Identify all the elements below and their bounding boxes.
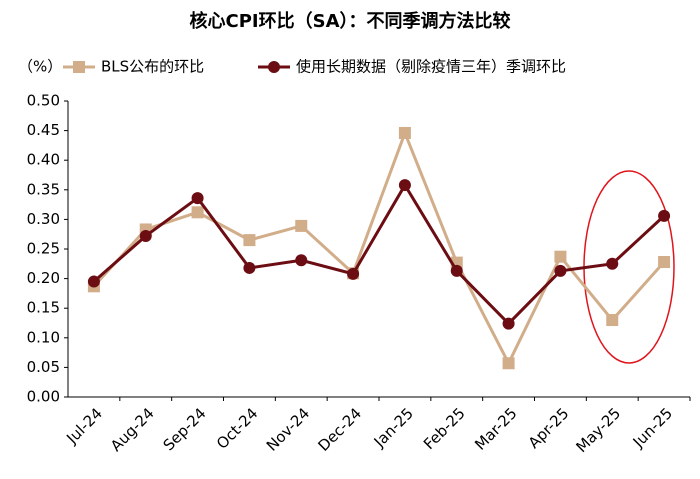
data-point [295, 219, 308, 232]
data-point [87, 275, 100, 288]
data-point [554, 250, 567, 263]
data-point [398, 126, 411, 139]
series-line [92, 128, 666, 367]
x-tick-label: Jun-25 [629, 404, 676, 451]
data-point [658, 256, 671, 269]
x-tick-label: Jul-24 [62, 404, 106, 448]
y-tick-label: 0.45 [27, 121, 60, 139]
data-point [398, 179, 411, 192]
y-unit-label: （%） [18, 58, 62, 76]
y-tick-label: 0.40 [27, 151, 60, 169]
y-tick-label: 0.35 [27, 180, 60, 198]
data-point [658, 209, 671, 222]
legend-marker [73, 61, 85, 73]
data-point [502, 357, 515, 370]
data-point [554, 264, 567, 277]
series-line [92, 182, 666, 326]
data-point [191, 206, 204, 219]
y-tick-label: 0.25 [27, 240, 60, 258]
data-point [450, 264, 463, 277]
data-point [347, 267, 360, 280]
y-tick-label: 0.00 [27, 388, 60, 406]
x-tick-label: Jan-25 [370, 404, 417, 451]
y-tick-label: 0.10 [27, 328, 60, 346]
y-tick-label: 0.20 [27, 269, 60, 287]
data-point [606, 314, 619, 327]
x-tick-label: Oct-24 [213, 404, 261, 452]
x-tick-label: Nov-24 [263, 404, 313, 454]
x-tick-label: May-25 [572, 404, 624, 456]
x-tick-label: Feb-25 [420, 404, 469, 453]
data-point [243, 261, 256, 274]
data-point [502, 317, 515, 330]
legend-label: 使用长期数据（剔除疫情三年）季调环比 [296, 58, 566, 76]
y-tick-label: 0.30 [27, 210, 60, 228]
legend-marker [268, 61, 280, 73]
chart-title: 核心CPI环比（SA）：不同季调方法比较 [190, 10, 511, 32]
y-tick-label: 0.15 [27, 299, 60, 317]
data-point [243, 234, 256, 247]
y-tick-label: 0.05 [27, 358, 60, 376]
x-tick-label: Dec-24 [315, 404, 366, 455]
x-tick-label: Aug-24 [107, 404, 158, 455]
data-point [606, 257, 619, 270]
data-point [295, 254, 308, 267]
x-tick-label: Apr-25 [525, 404, 573, 452]
data-point [139, 229, 152, 242]
x-tick-label: Mar-25 [471, 404, 520, 453]
legend-label: BLS公布的环比 [101, 58, 204, 76]
y-tick-label: 0.50 [27, 92, 60, 110]
data-point [191, 192, 204, 205]
x-tick-label: Sep-24 [160, 404, 210, 454]
